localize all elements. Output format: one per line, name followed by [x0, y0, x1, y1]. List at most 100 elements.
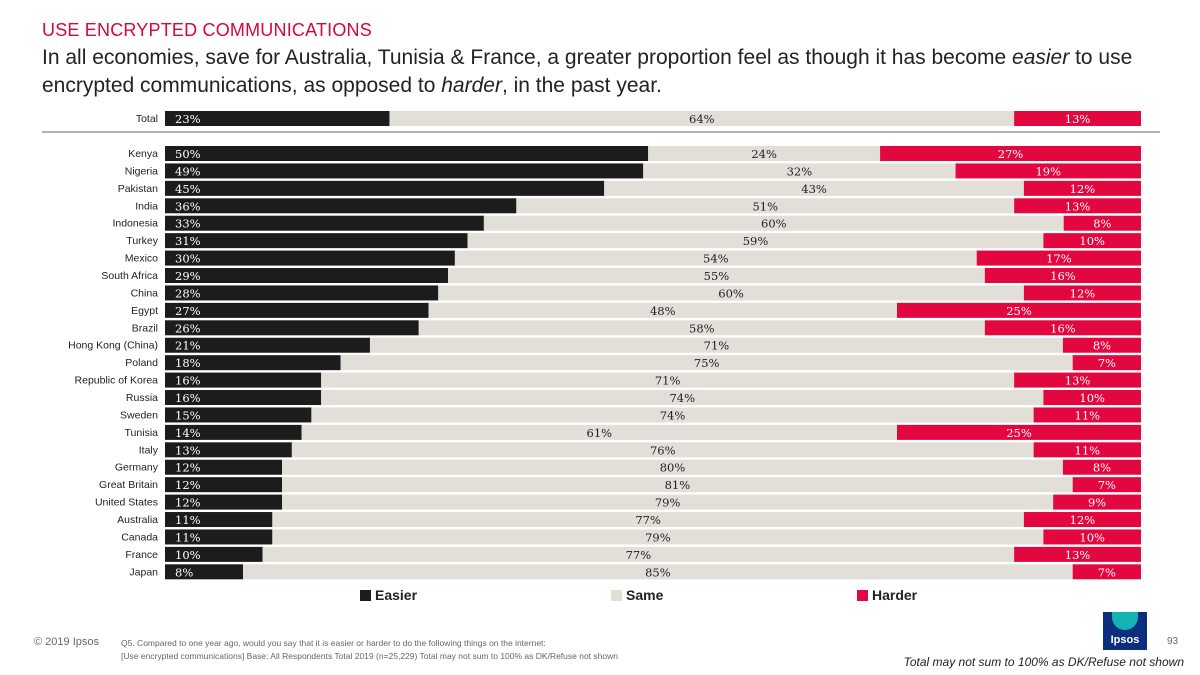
data-label-easier-india: 36%	[175, 199, 201, 213]
bar-harder-japan	[1072, 564, 1141, 580]
bar-same-france	[262, 546, 1015, 562]
bar-harder-turkey	[1043, 233, 1141, 249]
bar-easier-mexico	[165, 250, 455, 266]
data-label-easier-republic-of-korea: 16%	[175, 374, 201, 388]
legend-swatch-easier	[360, 590, 371, 601]
bar-harder-russia	[1043, 390, 1141, 406]
data-label-harder-nigeria: 19%	[1035, 164, 1061, 178]
bar-easier-indonesia	[165, 215, 484, 231]
question-note: Q5. Compared to one year ago, would you …	[121, 637, 618, 663]
data-label-same-germany: 80%	[660, 461, 686, 475]
question-line-2: [Use encrypted communications] Base: All…	[121, 651, 618, 661]
data-label-same-kenya: 24%	[751, 147, 777, 161]
data-label-same-south-africa: 55%	[704, 269, 730, 283]
page-number: 93	[1167, 636, 1179, 647]
bar-harder-italy	[1033, 442, 1141, 458]
category-label-france: France	[125, 549, 158, 561]
category-label-russia: Russia	[126, 392, 158, 404]
data-label-harder-total: 13%	[1065, 112, 1091, 126]
bar-harder-egypt	[897, 302, 1141, 318]
bar-same-australia	[272, 512, 1024, 528]
bar-harder-total	[1014, 111, 1141, 126]
data-label-same-united-states: 79%	[655, 496, 681, 510]
category-label-canada: Canada	[121, 531, 158, 543]
bar-same-great-britain	[282, 477, 1073, 493]
data-label-easier-united-states: 12%	[175, 496, 201, 510]
headline-part-3: , in the past year.	[501, 74, 662, 97]
bar-same-egypt	[428, 302, 897, 318]
data-label-harder-egypt: 25%	[1006, 304, 1032, 318]
bar-same-hong-kong-china	[369, 337, 1063, 353]
bar-harder-mexico	[976, 250, 1141, 266]
bar-easier-nigeria	[165, 163, 644, 179]
data-label-same-republic-of-korea: 71%	[655, 374, 681, 388]
bar-easier-japan	[165, 564, 244, 580]
bar-harder-south-africa	[984, 268, 1141, 284]
data-label-same-australia: 77%	[635, 513, 661, 527]
data-label-harder-sweden: 11%	[1075, 408, 1101, 422]
legend-label-easier: Easier	[375, 587, 418, 603]
headline-part-2: to use encrypted communications, as oppo…	[42, 46, 1133, 97]
ipsos-logo: Ipsos	[1103, 612, 1147, 650]
logo-cap-shape	[1112, 612, 1138, 630]
data-label-harder-republic-of-korea: 13%	[1065, 374, 1091, 388]
bar-same-nigeria	[643, 163, 956, 179]
data-label-same-canada: 79%	[645, 530, 671, 544]
bar-easier-russia	[165, 390, 322, 406]
data-label-same-great-britain: 81%	[665, 478, 691, 492]
data-label-harder-germany: 8%	[1093, 461, 1111, 475]
bar-easier-australia	[165, 512, 273, 528]
category-label-turkey: Turkey	[126, 235, 158, 247]
section-title: USE ENCRYPTED COMMUNICATIONS	[42, 20, 372, 40]
bar-easier-tunisia	[165, 424, 302, 440]
data-label-harder-kenya: 27%	[998, 147, 1024, 161]
data-label-same-italy: 76%	[650, 443, 676, 457]
bar-same-tunisia	[301, 424, 897, 440]
bar-easier-pakistan	[165, 180, 605, 196]
bar-harder-australia	[1023, 512, 1141, 528]
bar-harder-canada	[1043, 529, 1141, 545]
bar-harder-poland	[1072, 355, 1141, 371]
legend-swatch-harder	[857, 590, 868, 601]
data-label-easier-germany: 12%	[175, 461, 201, 475]
data-label-harder-italy: 11%	[1075, 443, 1101, 457]
category-label-germany: Germany	[115, 462, 159, 474]
bar-same-japan	[243, 564, 1073, 580]
stacked-bar-chart: Total 23% 64% 13% Kenya 50% 24% 27% Nigeria 49% 32…	[42, 111, 1160, 603]
category-label-hong-kong-china: Hong Kong (China)	[68, 340, 158, 352]
data-label-same-pakistan: 43%	[801, 182, 827, 196]
bar-same-turkey	[467, 233, 1044, 249]
legend-swatch-same	[611, 590, 622, 601]
bar-same-sweden	[311, 407, 1034, 423]
bar-harder-republic-of-korea	[1014, 372, 1141, 388]
category-label-australia: Australia	[117, 514, 158, 526]
bar-easier-kenya	[165, 146, 649, 161]
bar-easier-france	[165, 546, 263, 562]
category-label-china: China	[131, 287, 159, 299]
data-label-easier-total: 23%	[175, 112, 201, 126]
data-label-same-tunisia: 61%	[587, 426, 613, 440]
bar-easier-great-britain	[165, 477, 283, 493]
bar-same-india	[516, 198, 1015, 214]
legend-label-harder: Harder	[872, 587, 918, 603]
bar-easier-brazil	[165, 320, 419, 336]
category-label-nigeria: Nigeria	[125, 165, 158, 177]
bar-same-kenya	[648, 146, 881, 161]
bar-harder-nigeria	[955, 163, 1141, 179]
data-label-same-russia: 74%	[669, 391, 695, 405]
data-label-harder-tunisia: 25%	[1006, 426, 1032, 440]
category-label-poland: Poland	[125, 357, 158, 369]
data-label-harder-indonesia: 8%	[1093, 217, 1111, 231]
bar-harder-sweden	[1033, 407, 1141, 423]
bar-easier-china	[165, 285, 439, 301]
bar-same-germany	[282, 459, 1063, 475]
category-label-sweden: Sweden	[120, 409, 158, 421]
bar-easier-italy	[165, 442, 292, 458]
data-label-same-egypt: 48%	[650, 304, 676, 318]
category-label-tunisia: Tunisia	[125, 427, 159, 439]
data-label-same-france: 77%	[626, 548, 652, 562]
data-label-harder-mexico: 17%	[1046, 252, 1072, 266]
bar-easier-south-africa	[165, 268, 449, 284]
data-label-easier-russia: 16%	[175, 391, 201, 405]
data-label-harder-japan: 7%	[1098, 565, 1116, 579]
